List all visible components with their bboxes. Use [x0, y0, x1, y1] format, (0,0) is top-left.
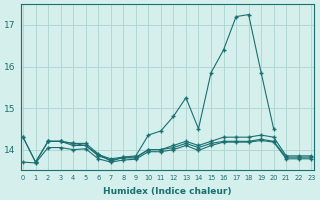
- X-axis label: Humidex (Indice chaleur): Humidex (Indice chaleur): [103, 187, 231, 196]
